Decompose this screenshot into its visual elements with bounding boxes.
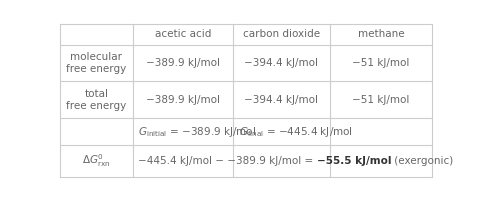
Text: (exergonic): (exergonic) bbox=[391, 156, 454, 166]
Text: −55.5 kJ/mol: −55.5 kJ/mol bbox=[317, 156, 391, 166]
Text: −445.4 kJ/mol − −389.9 kJ/mol =: −445.4 kJ/mol − −389.9 kJ/mol = bbox=[138, 156, 317, 166]
Text: $G_{\mathrm{final}}$ = −445.4 kJ/mol: $G_{\mathrm{final}}$ = −445.4 kJ/mol bbox=[239, 125, 352, 139]
Text: −51 kJ/mol: −51 kJ/mol bbox=[352, 58, 409, 68]
Text: carbon dioxide: carbon dioxide bbox=[243, 29, 320, 39]
Text: $\Delta G^{0}_{\mathrm{rxn}}$: $\Delta G^{0}_{\mathrm{rxn}}$ bbox=[82, 153, 110, 169]
Text: −51 kJ/mol: −51 kJ/mol bbox=[352, 95, 409, 105]
Text: acetic acid: acetic acid bbox=[155, 29, 211, 39]
Text: −394.4 kJ/mol: −394.4 kJ/mol bbox=[244, 58, 318, 68]
Text: −389.9 kJ/mol: −389.9 kJ/mol bbox=[146, 95, 220, 105]
Text: total
free energy: total free energy bbox=[66, 89, 126, 110]
Text: $G_{\mathrm{initial}}$ = −389.9 kJ/mol: $G_{\mathrm{initial}}$ = −389.9 kJ/mol bbox=[138, 125, 256, 139]
Text: −394.4 kJ/mol: −394.4 kJ/mol bbox=[244, 95, 318, 105]
Text: methane: methane bbox=[358, 29, 404, 39]
Text: molecular
free energy: molecular free energy bbox=[66, 52, 126, 74]
Text: −389.9 kJ/mol: −389.9 kJ/mol bbox=[146, 58, 220, 68]
